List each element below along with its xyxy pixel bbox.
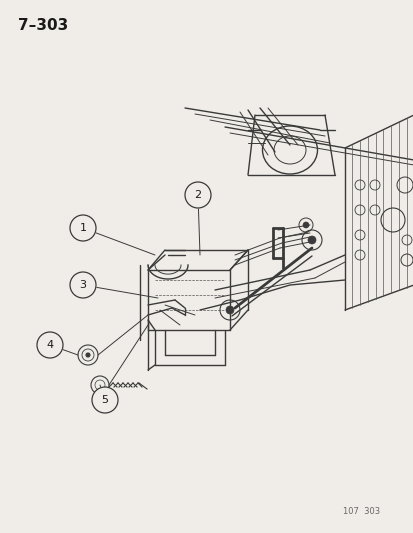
Text: 107  303: 107 303 [342, 507, 379, 516]
Text: 5: 5 [101, 395, 108, 405]
Circle shape [37, 332, 63, 358]
Circle shape [307, 236, 315, 244]
Text: 3: 3 [79, 280, 86, 290]
Circle shape [70, 272, 96, 298]
Circle shape [185, 182, 211, 208]
Circle shape [302, 222, 308, 228]
Circle shape [86, 353, 90, 357]
Circle shape [70, 215, 96, 241]
Text: 2: 2 [194, 190, 201, 200]
Circle shape [225, 306, 233, 314]
Text: 4: 4 [46, 340, 53, 350]
Circle shape [92, 387, 118, 413]
Text: 7–303: 7–303 [18, 18, 68, 33]
Text: 1: 1 [79, 223, 86, 233]
